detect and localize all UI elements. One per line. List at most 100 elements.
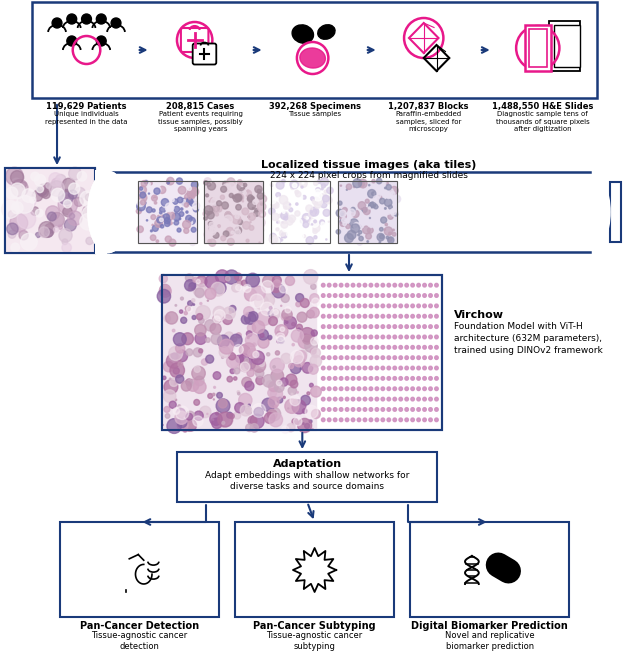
Circle shape [276,331,281,336]
Circle shape [340,220,343,223]
Circle shape [333,418,337,421]
Circle shape [175,207,182,215]
Text: Novel and replicative
biomarker prediction: Novel and replicative biomarker predicti… [445,631,534,651]
Circle shape [344,226,351,233]
Circle shape [292,183,297,188]
Circle shape [178,405,180,407]
Circle shape [321,195,330,203]
Circle shape [163,203,166,207]
Circle shape [423,387,426,391]
Circle shape [309,420,312,423]
Circle shape [241,188,244,192]
Circle shape [276,193,280,197]
Circle shape [351,185,353,187]
Circle shape [173,407,180,414]
Circle shape [237,183,245,191]
Circle shape [188,301,193,306]
Circle shape [205,275,219,289]
Circle shape [245,190,252,197]
Circle shape [352,210,359,217]
Circle shape [373,196,380,202]
Circle shape [285,224,288,227]
Circle shape [255,296,269,310]
Circle shape [281,239,286,244]
Circle shape [282,426,289,434]
Circle shape [271,185,273,186]
Circle shape [291,351,303,364]
Circle shape [268,397,279,408]
Circle shape [181,381,191,391]
Circle shape [375,325,379,328]
Circle shape [381,387,385,391]
Circle shape [193,381,206,393]
Circle shape [252,359,266,373]
Circle shape [234,412,241,419]
Circle shape [328,314,331,318]
Circle shape [209,225,214,231]
Circle shape [175,411,188,424]
Circle shape [310,219,319,227]
Circle shape [391,209,398,217]
Circle shape [328,221,330,222]
Circle shape [383,181,386,185]
Circle shape [225,270,239,284]
Circle shape [300,328,314,342]
Circle shape [298,418,312,433]
Circle shape [311,330,317,336]
Circle shape [139,186,147,194]
Circle shape [375,199,377,201]
Circle shape [253,343,255,345]
Circle shape [186,349,193,356]
Circle shape [282,236,284,239]
Circle shape [283,396,285,399]
Circle shape [357,335,361,339]
Bar [162,275,316,430]
Circle shape [336,209,344,217]
Circle shape [333,345,337,349]
Circle shape [273,366,275,368]
Circle shape [242,343,255,357]
Circle shape [303,270,318,284]
Circle shape [55,175,66,185]
Circle shape [225,332,234,342]
Circle shape [323,184,324,185]
Circle shape [216,201,221,206]
Circle shape [248,349,257,358]
Circle shape [175,193,177,195]
Circle shape [248,216,250,217]
Circle shape [49,181,65,196]
Circle shape [269,208,275,215]
Text: 119,629 Patients: 119,629 Patients [46,102,127,111]
Circle shape [239,360,251,372]
Bar [205,181,264,243]
Circle shape [221,202,228,209]
Circle shape [193,304,195,305]
Circle shape [375,387,379,391]
Circle shape [11,243,20,252]
Circle shape [56,177,65,186]
Circle shape [253,351,259,358]
Circle shape [339,314,343,318]
Circle shape [192,367,205,380]
Circle shape [204,178,211,185]
Circle shape [293,417,302,425]
Circle shape [319,191,323,195]
Text: Virchow: Virchow [454,310,504,320]
Circle shape [193,348,202,357]
Circle shape [294,356,305,367]
Circle shape [411,356,415,359]
Circle shape [381,314,385,318]
Circle shape [229,311,232,313]
Circle shape [393,325,397,328]
Circle shape [74,187,86,199]
Circle shape [328,418,331,421]
Circle shape [215,213,218,216]
Circle shape [284,316,296,329]
Circle shape [195,332,206,345]
Circle shape [227,412,232,418]
Circle shape [285,306,291,313]
Circle shape [177,239,180,242]
Circle shape [340,221,346,226]
Circle shape [81,14,92,24]
Circle shape [314,220,316,223]
